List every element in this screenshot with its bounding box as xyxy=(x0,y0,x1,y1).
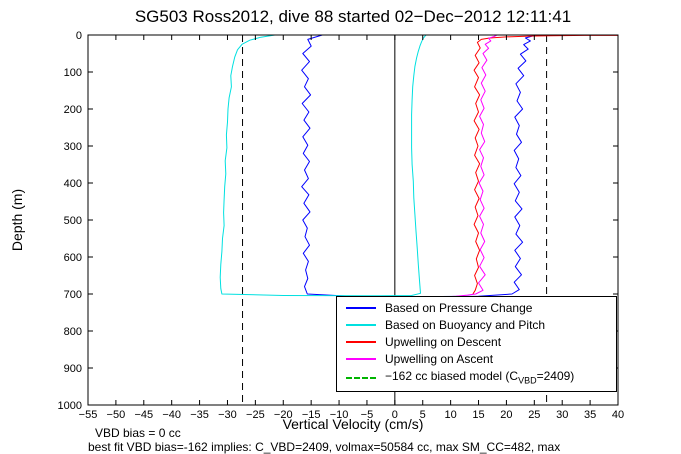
y-axis-label: Depth (m) xyxy=(9,189,25,251)
y-tick-label: 100 xyxy=(64,67,82,79)
x-tick-label: −55 xyxy=(79,409,98,421)
legend-line-sample xyxy=(346,307,376,310)
legend-label: Upwelling on Descent xyxy=(385,335,502,350)
y-tick-label: 400 xyxy=(64,178,82,190)
plot-content: −55 −50 −45 −40 −35 −30 −25 −20 −15 −10 −5 0 5 10 15 20… xyxy=(58,30,625,421)
x-tick-label: −5 xyxy=(361,409,374,421)
x-tick-label: −40 xyxy=(162,409,181,421)
x-tick-label: 15 xyxy=(472,409,484,421)
y-tick-label: 700 xyxy=(64,289,82,301)
legend-item: Based on Pressure Change xyxy=(346,302,612,314)
series-upwelling-on-ascent xyxy=(442,34,498,298)
figure-title: SG503 Ross2012, dive 88 started 02−Dec−2… xyxy=(135,7,571,26)
vbd-bias-text: VBD bias = 0 cc xyxy=(95,426,181,440)
y-tick-label: 200 xyxy=(64,104,82,116)
legend-label: Upwelling on Ascent xyxy=(385,352,494,367)
legend-line-sample xyxy=(346,358,376,361)
legend-label: Based on Pressure Change xyxy=(385,301,533,316)
x-tick-label: 25 xyxy=(528,409,540,421)
best-fit-text: best fit VBD bias=-162 implies: C_VBD=24… xyxy=(88,440,561,454)
x-tick-label: 20 xyxy=(500,409,512,421)
y-tick-label: 500 xyxy=(64,215,82,227)
legend-label: −162 cc biased model (CVBD=2409) xyxy=(385,369,575,386)
legend-line-sample xyxy=(346,341,376,344)
x-tick-label: 30 xyxy=(556,409,568,421)
x-tick-label: −30 xyxy=(218,409,237,421)
y-tick-label: 1000 xyxy=(58,400,82,412)
legend-item: Based on Buoyancy and Pitch xyxy=(346,319,612,331)
y-tick-label: 300 xyxy=(64,141,82,153)
x-tick-label: −25 xyxy=(246,409,265,421)
legend-line-sample xyxy=(346,324,376,327)
series-based-on-pressure-change xyxy=(301,34,536,298)
x-axis-label: Vertical Velocity (cm/s) xyxy=(283,416,424,432)
x-tick-label: −35 xyxy=(190,409,209,421)
legend: Based on Pressure Change Based on Buoyanc… xyxy=(336,296,617,392)
x-tick-label: 40 xyxy=(612,409,624,421)
x-tick-label: −10 xyxy=(330,409,349,421)
x-tick-label: −45 xyxy=(134,409,153,421)
legend-item: Upwelling on Descent xyxy=(346,336,612,348)
legend-item: Upwelling on Ascent xyxy=(346,353,612,365)
x-tick-label: −20 xyxy=(274,409,293,421)
series-upwelling-on-descent xyxy=(472,34,618,295)
series-based-on-buoyancy-and-pitch xyxy=(219,34,427,297)
legend-line-sample xyxy=(346,376,376,379)
legend-label: Based on Buoyancy and Pitch xyxy=(385,318,546,333)
y-tick-label: 600 xyxy=(64,252,82,264)
legend-item: −162 cc biased model (CVBD=2409) xyxy=(346,370,612,385)
x-tick-label: 5 xyxy=(420,409,426,421)
x-tick-label: 0 xyxy=(392,409,398,421)
y-tick-label: 800 xyxy=(64,326,82,338)
x-tick-label: 35 xyxy=(584,409,596,421)
y-tick-label: 0 xyxy=(76,30,82,42)
y-tick-label: 900 xyxy=(64,363,82,375)
x-tick-label: 10 xyxy=(445,409,457,421)
x-tick-label: −15 xyxy=(302,409,321,421)
x-tick-label: −50 xyxy=(107,409,126,421)
